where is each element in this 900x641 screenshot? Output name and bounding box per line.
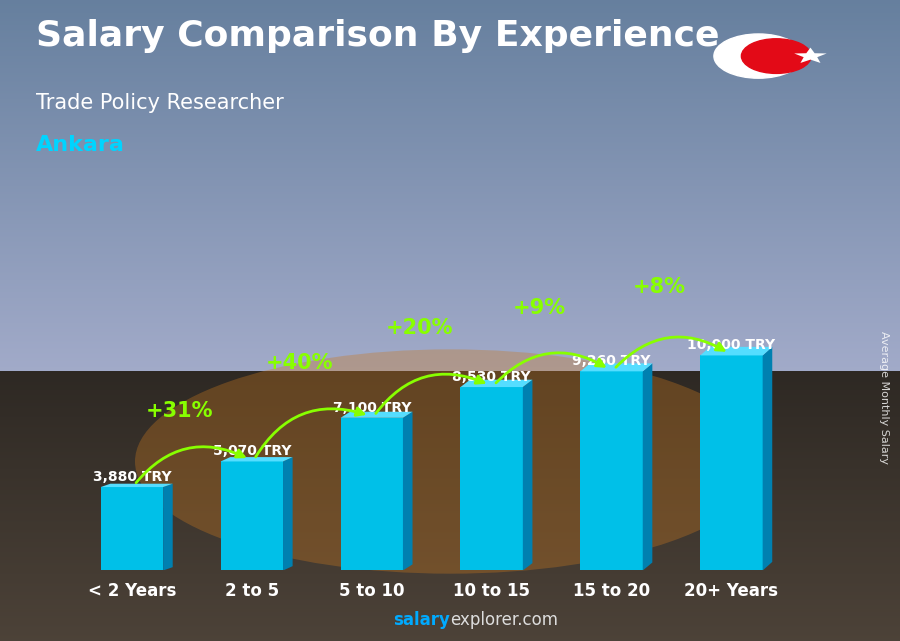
Polygon shape	[101, 484, 173, 487]
Text: Ankara: Ankara	[36, 135, 125, 154]
Text: 3,880 TRY: 3,880 TRY	[93, 470, 171, 484]
Polygon shape	[523, 379, 533, 570]
Text: 8,530 TRY: 8,530 TRY	[453, 370, 531, 384]
Text: +20%: +20%	[386, 317, 454, 338]
Text: Salary Comparison By Experience: Salary Comparison By Experience	[36, 19, 719, 53]
Polygon shape	[762, 347, 772, 570]
Circle shape	[742, 38, 811, 74]
Polygon shape	[220, 457, 292, 462]
Polygon shape	[700, 347, 772, 356]
Text: 10,000 TRY: 10,000 TRY	[688, 338, 776, 352]
Polygon shape	[794, 47, 827, 63]
Text: 9,260 TRY: 9,260 TRY	[572, 354, 651, 368]
Ellipse shape	[135, 349, 765, 574]
Text: salary: salary	[393, 612, 450, 629]
FancyArrowPatch shape	[616, 337, 724, 367]
Text: Average Monthly Salary: Average Monthly Salary	[878, 331, 889, 464]
Polygon shape	[643, 363, 652, 570]
Bar	[461, 387, 523, 570]
Text: +8%: +8%	[633, 278, 686, 297]
FancyArrowPatch shape	[376, 374, 484, 413]
Circle shape	[714, 34, 803, 78]
FancyArrowPatch shape	[136, 447, 244, 483]
Text: +9%: +9%	[513, 297, 566, 317]
Text: +40%: +40%	[266, 353, 334, 372]
Bar	[340, 418, 403, 570]
FancyArrowPatch shape	[496, 353, 604, 383]
Text: +31%: +31%	[146, 401, 213, 420]
Polygon shape	[340, 412, 412, 418]
Polygon shape	[403, 412, 412, 570]
Text: explorer.com: explorer.com	[450, 612, 558, 629]
Bar	[580, 371, 643, 570]
FancyArrowPatch shape	[256, 408, 364, 457]
Polygon shape	[163, 484, 173, 570]
Text: 5,070 TRY: 5,070 TRY	[212, 444, 291, 458]
Bar	[700, 356, 762, 570]
Text: 7,100 TRY: 7,100 TRY	[332, 401, 411, 415]
Polygon shape	[461, 379, 533, 387]
Bar	[101, 487, 163, 570]
Polygon shape	[580, 363, 652, 371]
Text: Trade Policy Researcher: Trade Policy Researcher	[36, 93, 284, 113]
Bar	[220, 462, 283, 570]
Polygon shape	[283, 457, 293, 570]
